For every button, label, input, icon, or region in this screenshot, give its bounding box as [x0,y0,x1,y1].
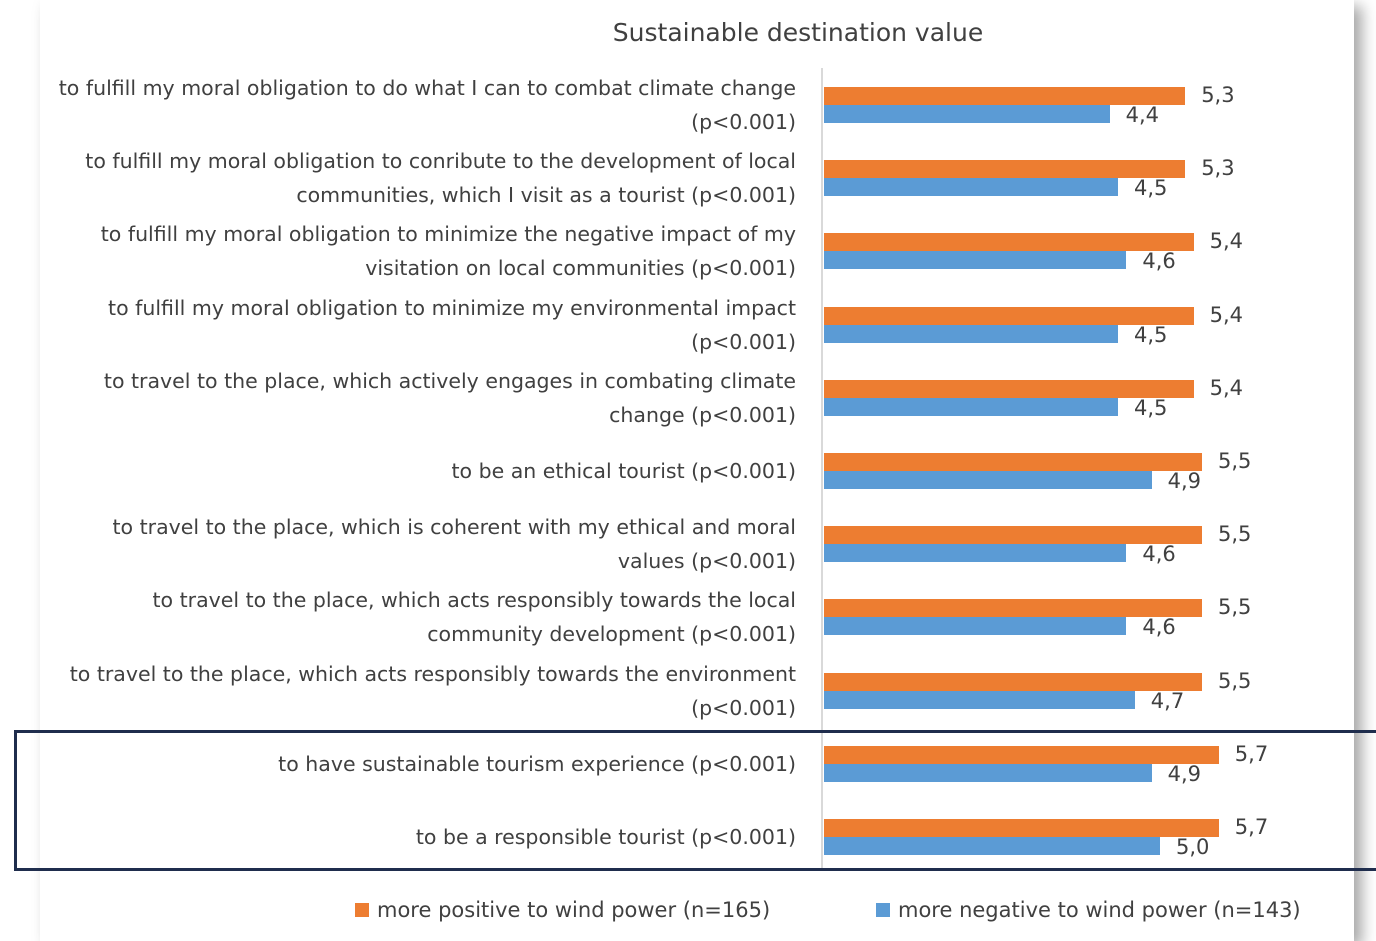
value-label: 4,9 [1167,469,1201,493]
category-label: to fulfill my moral obligation to do wha… [58,76,796,134]
category-label: to travel to the place, which acts respo… [152,588,797,647]
bar [824,745,1219,764]
value-label: 4,4 [1125,103,1159,127]
bar [824,324,1118,343]
bar [824,87,1186,105]
legend-label: more negative to wind power (n=143) [898,898,1301,922]
value-label: 4,6 [1142,615,1176,640]
category-label: to be a responsible tourist (p<0.001) [415,825,796,849]
value-label: 5,4 [1209,375,1243,400]
highlight-box [14,730,1376,871]
bar [824,306,1194,325]
bar [824,763,1152,782]
bar [824,672,1202,691]
bar [824,471,1152,489]
category-label: to fulfill my moral obligation to minimi… [108,295,796,354]
value-label: 4,9 [1167,761,1201,786]
bar [824,160,1186,179]
value-label: 5,5 [1218,595,1252,620]
value-label: 5,4 [1209,302,1243,327]
value-label: 5,5 [1218,668,1252,693]
value-label: 4,7 [1150,688,1185,713]
value-label: 4,5 [1134,395,1168,420]
category-label: to have sustainable tourism experience (… [278,751,796,776]
value-label: 5,5 [1218,522,1252,547]
bar [824,397,1118,416]
value-label: 4,5 [1134,176,1168,201]
value-label: 5,7 [1234,741,1269,766]
value-label: 5,4 [1209,229,1243,254]
bar [824,178,1118,197]
value-label: 4,5 [1134,322,1168,347]
value-label: 5,5 [1218,449,1252,473]
bar [824,105,1110,123]
value-label: 5,7 [1234,815,1269,839]
bar [824,526,1202,545]
bar [824,544,1127,563]
chart-title: Sustainable destination value [612,18,984,47]
category-label: to travel to the place, which actively e… [103,368,796,427]
category-label: to travel to the place, which is coheren… [112,515,797,574]
category-label: to be an ethical tourist (p<0.001) [451,459,797,483]
value-label: 5,0 [1176,835,1210,859]
bar [824,837,1160,855]
legend-swatch [355,903,369,917]
value-label: 4,6 [1142,542,1176,567]
bar [824,819,1219,837]
bar [824,617,1127,636]
bar [824,233,1194,252]
bar [824,599,1202,618]
axis-line [821,68,823,871]
bar [824,251,1127,270]
category-label: to travel to the place, which acts respo… [69,661,796,720]
value-label: 5,3 [1201,156,1235,181]
category-label: to fulfill my moral obligation to conrib… [85,149,796,208]
category-label: to fulfill my moral obligation to minimi… [100,222,796,281]
value-label: 4,6 [1142,249,1176,274]
value-label: 5,3 [1201,83,1235,107]
bar [824,379,1194,398]
legend-label: more positive to wind power (n=165) [377,898,771,922]
legend-swatch [876,903,890,917]
bar [824,453,1202,471]
bar [824,690,1135,709]
